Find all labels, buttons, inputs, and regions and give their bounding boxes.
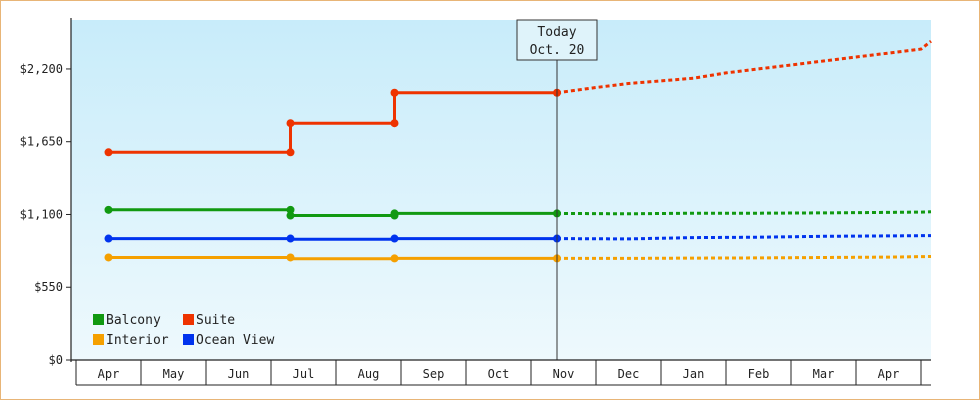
x-tick-label: Oct [488,367,510,381]
data-point-interior [286,253,295,262]
data-point-suite [390,88,399,97]
legend-label: Suite [196,313,235,328]
x-tick-label: Sep [423,367,445,381]
data-point-suite [286,148,295,157]
x-tick-label: Apr [878,367,900,381]
plot-background [71,20,931,360]
data-point-interior [390,254,399,263]
x-tick-label: Mar [813,367,835,381]
y-tick-label: $1,650 [20,135,63,149]
legend-swatch [183,334,194,345]
series-line-interior [108,256,557,261]
data-point-suite [286,119,295,128]
x-tick-label: Jul [293,367,315,381]
x-tick-label: Jun [228,367,250,381]
legend-label: Interior [106,333,169,348]
today-box [516,19,598,61]
x-tick-label: Nov [553,367,575,381]
x-tick-label: Apr [98,367,120,381]
legend-label: Ocean View [196,333,274,348]
data-point-interior [104,253,113,262]
series-line-suite [108,91,557,154]
x-tick-label: Feb [748,367,770,381]
legend-swatch [93,314,104,325]
series-forecast-interior [557,255,932,260]
x-tick-label: Aug [358,367,380,381]
data-point-suite [104,148,113,157]
series-forecast-balcony [556,210,932,216]
data-point-ocean-view [104,234,113,243]
y-tick-label: $2,200 [20,62,63,76]
data-point-ocean-view [286,234,295,243]
x-tick-label: May [163,367,185,381]
y-tick-label: $0 [49,353,63,367]
series-forecast-suite [556,40,932,95]
data-point-ocean-view [390,234,399,243]
data-point-balcony [286,205,295,214]
legend-swatch [93,334,104,345]
y-tick-label: $550 [34,280,63,294]
legend-label: Balcony [106,313,161,328]
data-point-suite [390,119,399,128]
data-point-balcony [104,205,113,214]
data-point-balcony [286,211,295,220]
series-line-ocean-view [108,237,557,241]
x-tick-label: Jan [683,367,705,381]
series-forecast-ocean-view [556,234,932,241]
y-tick-label: $1,100 [20,207,63,221]
series-line-balcony [108,208,557,217]
today-date: Oct. 20 [530,43,585,58]
x-tick-label: Dec [618,367,640,381]
data-point-balcony [390,209,399,218]
legend-swatch [183,314,194,325]
today-label: Today [537,25,576,40]
